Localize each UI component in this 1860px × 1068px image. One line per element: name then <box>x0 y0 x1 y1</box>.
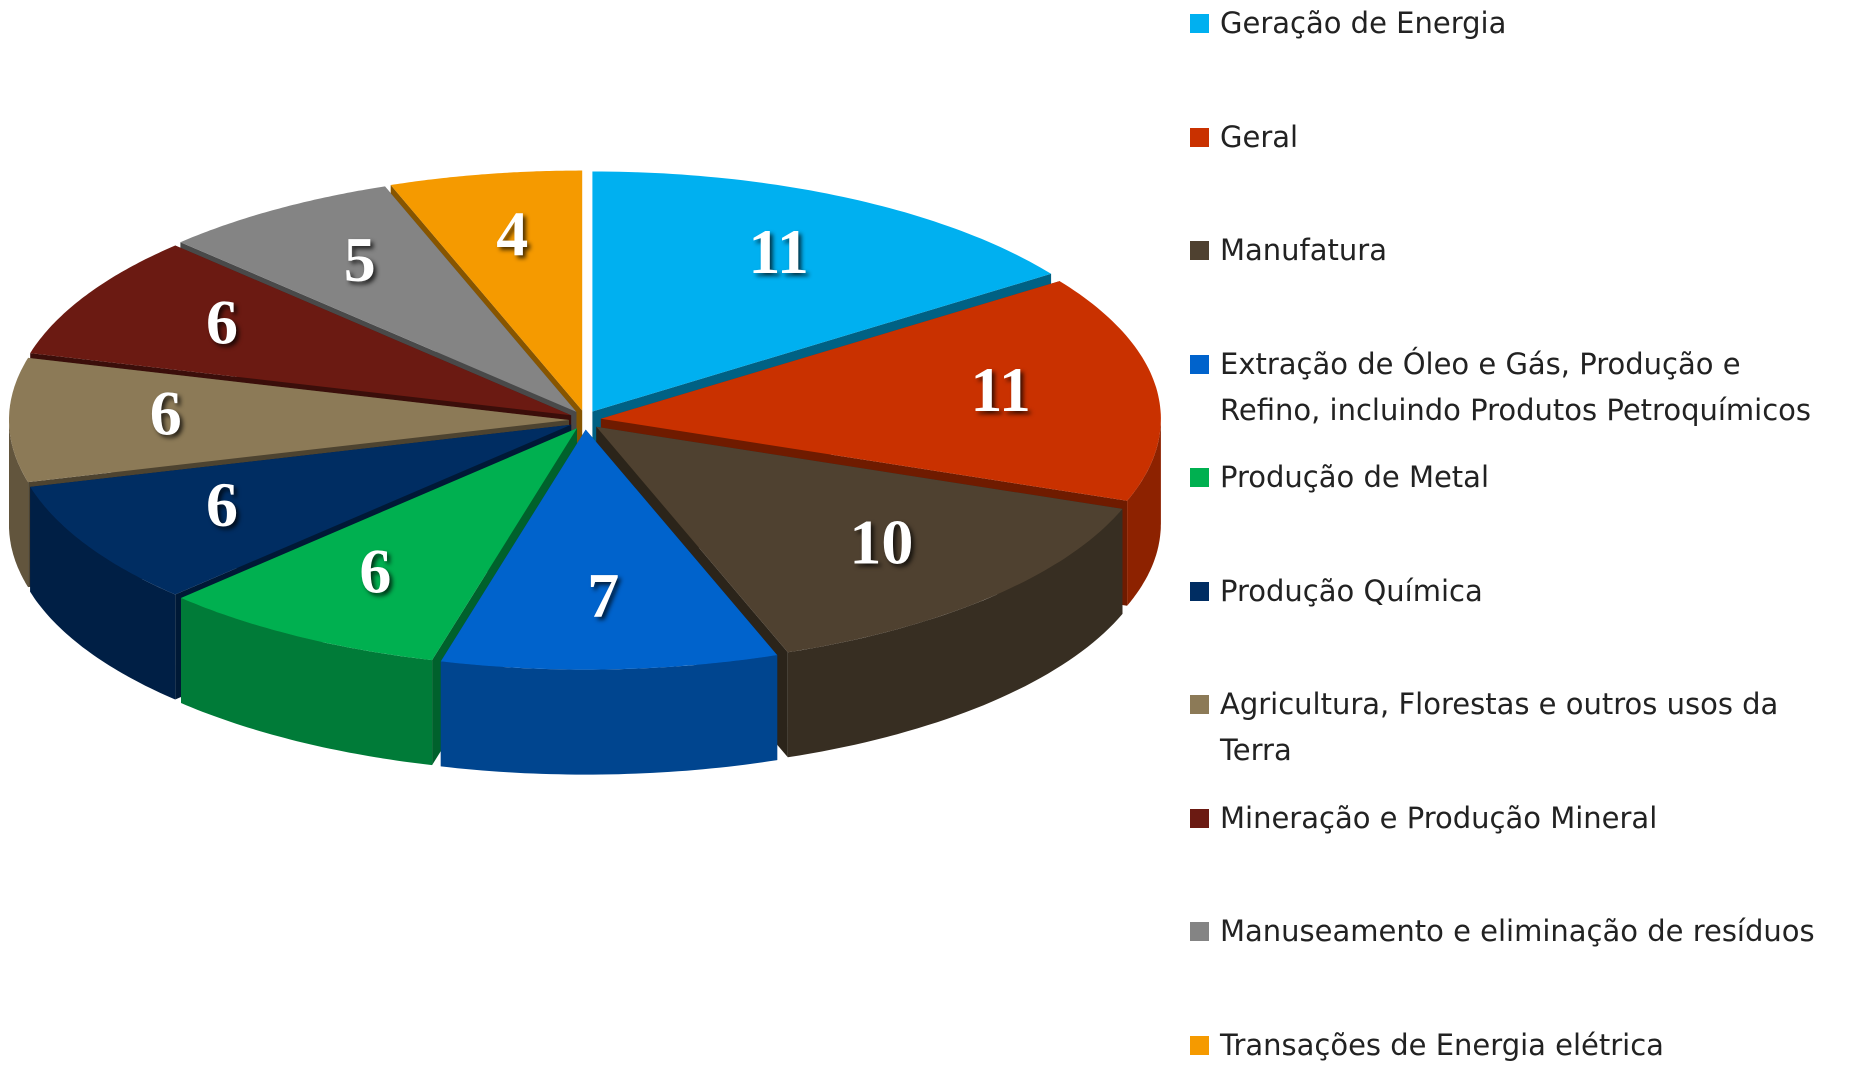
outer-wall <box>1127 418 1161 606</box>
legend-item: Agricultura, Florestas e outros usos da … <box>1190 681 1850 773</box>
data-label: 6 <box>359 536 391 607</box>
legend-item: Produção Química <box>1190 568 1850 614</box>
legend-label: Manufatura <box>1220 233 1387 267</box>
data-label: 6 <box>206 469 238 540</box>
legend-swatch <box>1190 922 1209 941</box>
data-label: 4 <box>496 198 528 269</box>
slice <box>30 424 572 595</box>
legend-swatch <box>1190 468 1209 487</box>
legend-item: Manufatura <box>1190 227 1850 273</box>
slice <box>600 281 1161 501</box>
legend-swatch <box>1190 127 1209 147</box>
legend-label: Agricultura, Florestas e outros usos da … <box>1220 687 1779 767</box>
data-label: 6 <box>206 286 238 357</box>
slice <box>9 357 569 483</box>
data-label: 11 <box>970 354 1030 425</box>
legend-item: Geral <box>1190 114 1850 160</box>
legend-item: Produção de Metal <box>1190 454 1850 500</box>
legend-swatch <box>1190 14 1209 33</box>
slice <box>596 426 1123 653</box>
legend-label: Extração de Óleo e Gás, Produção e Refin… <box>1220 346 1812 427</box>
data-label: 10 <box>849 507 913 578</box>
outer-wall <box>440 655 778 775</box>
slice <box>30 245 572 416</box>
outer-wall <box>9 420 29 588</box>
outer-wall <box>181 598 433 766</box>
slice <box>592 171 1052 412</box>
legend-swatch <box>1190 1035 1209 1055</box>
data-label: 11 <box>748 216 808 287</box>
legend-label: Transações de Energia elétrica <box>1220 1027 1664 1062</box>
legend-label: Produção de Metal <box>1220 460 1490 494</box>
outer-wall <box>787 508 1123 758</box>
slice <box>181 428 577 661</box>
legend-swatch <box>1190 241 1209 260</box>
legend-label: Geral <box>1220 119 1299 154</box>
legend-item: Manuseamento e eliminação de resíduos <box>1190 908 1850 954</box>
legend-swatch <box>1190 354 1209 374</box>
data-label: 6 <box>150 378 182 449</box>
legend-item: Geração de Energia <box>1190 0 1850 46</box>
legend-item: Transações de Energia elétrica <box>1190 1022 1850 1068</box>
legend-swatch <box>1190 695 1209 714</box>
slice <box>390 170 583 411</box>
slice <box>180 186 577 412</box>
data-label: 5 <box>344 224 376 295</box>
legend-label: Mineração e Produção Mineral <box>1220 800 1658 835</box>
outer-wall <box>30 486 176 700</box>
legend-label: Produção Química <box>1220 573 1483 608</box>
legend-swatch <box>1190 581 1209 601</box>
legend-swatch <box>1190 808 1209 828</box>
data-label: 7 <box>587 560 619 631</box>
legend-label: Geração de Energia <box>1220 6 1507 40</box>
slice <box>440 429 778 670</box>
legend-label: Manuseamento e eliminação de resíduos <box>1220 914 1815 948</box>
legend-item: Mineração e Produção Mineral <box>1190 795 1850 841</box>
legend-item: Extração de Óleo e Gás, Produção e Refin… <box>1190 341 1850 433</box>
